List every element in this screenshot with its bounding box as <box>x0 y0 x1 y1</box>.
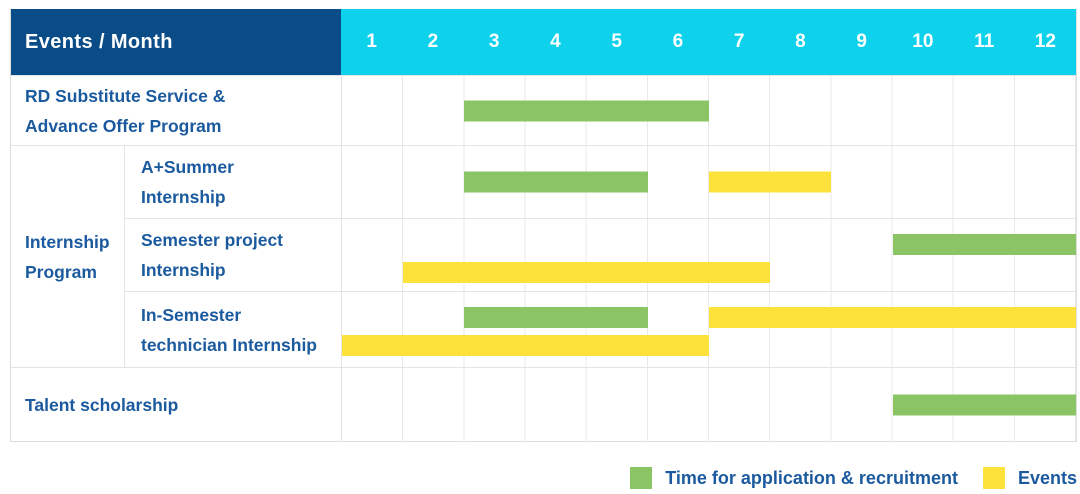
month-tick: 9 <box>856 31 867 52</box>
row-label-semester-project-internship: Semester project Internship <box>124 218 341 291</box>
month-tick: 6 <box>672 31 684 52</box>
row-label-talent-scholarship: Talent scholarship <box>11 367 341 442</box>
month-tick: 10 <box>912 31 934 52</box>
month-tick: 12 <box>1034 31 1056 52</box>
row-label-line: RD Substitute Service & <box>25 85 226 106</box>
month-tick: 11 <box>974 31 995 52</box>
legend: Time for application & recruitment Events <box>630 467 1077 489</box>
gantt-bar-green-m10-m12 <box>892 394 1076 416</box>
gantt-bar-yellow-m1-m6 <box>342 335 709 356</box>
gantt-bar-green-m3-m5 <box>464 307 648 328</box>
legend-label: Time for application & recruitment <box>665 467 958 488</box>
month-tick: 2 <box>427 31 439 52</box>
row-label-line: A+Summer <box>141 157 234 177</box>
row-chart-semester-project-internship <box>341 218 1076 291</box>
gantt-bar-yellow-m7-m8 <box>709 171 832 193</box>
row-label-line: Semester project <box>141 230 284 250</box>
gantt-bar-yellow-m7-m12 <box>709 307 1076 328</box>
row-chart-a-plus-summer-internship <box>341 145 1076 218</box>
month-tick: 8 <box>795 31 806 52</box>
legend-item-yellow: Events <box>982 467 1077 489</box>
row-label-line: Advance Offer Program <box>25 115 222 136</box>
legend-swatch-green <box>630 467 653 489</box>
legend-label: Events <box>1017 467 1077 488</box>
row-label-line: Internship <box>141 260 226 280</box>
row-label-line: In-Semester <box>141 304 242 325</box>
row-label-line: technician Internship <box>141 334 317 355</box>
group-label-line: Internship <box>25 231 110 252</box>
row-label-a-plus-summer-internship: A+Summer Internship <box>124 145 341 218</box>
month-tick: 5 <box>611 31 622 52</box>
row-chart-talent-scholarship <box>341 367 1076 442</box>
gantt-table: Events / Month 1 2 3 4 5 6 7 8 9 10 11 12 RD Substi… <box>10 9 1077 442</box>
row-chart-rd-substitute-service <box>341 75 1076 145</box>
gantt-bar-green-m3-m6 <box>464 100 709 121</box>
group-label-internship-program: Internship Program <box>11 145 124 367</box>
row-label-line: Talent scholarship <box>25 395 179 415</box>
gantt-bar-green-m3-m5 <box>464 171 648 193</box>
gantt-bar-green-m10-m12 <box>892 234 1076 255</box>
header-events-month-label: Events / Month <box>25 30 173 53</box>
month-tick: 1 <box>366 31 377 52</box>
row-label-line: Internship <box>141 187 226 207</box>
header-month-axis: 1 2 3 4 5 6 7 8 9 10 11 12 <box>341 9 1076 75</box>
legend-item-green: Time for application & recruitment <box>630 467 958 489</box>
month-tick: 4 <box>550 31 561 52</box>
header-events-month-cell: Events / Month <box>11 9 341 75</box>
row-label-rd-substitute-service: RD Substitute Service & Advance Offer Pro… <box>11 75 341 145</box>
gantt-bar-yellow-m2-m7 <box>403 262 771 283</box>
group-label-line: Program <box>25 261 97 282</box>
month-tick: 7 <box>733 31 745 52</box>
row-label-in-semester-technician-internship: In-Semester technician Internship <box>124 291 341 367</box>
month-tick: 3 <box>488 31 500 52</box>
legend-swatch-yellow <box>982 467 1005 489</box>
row-chart-in-semester-technician-internship <box>341 291 1076 367</box>
